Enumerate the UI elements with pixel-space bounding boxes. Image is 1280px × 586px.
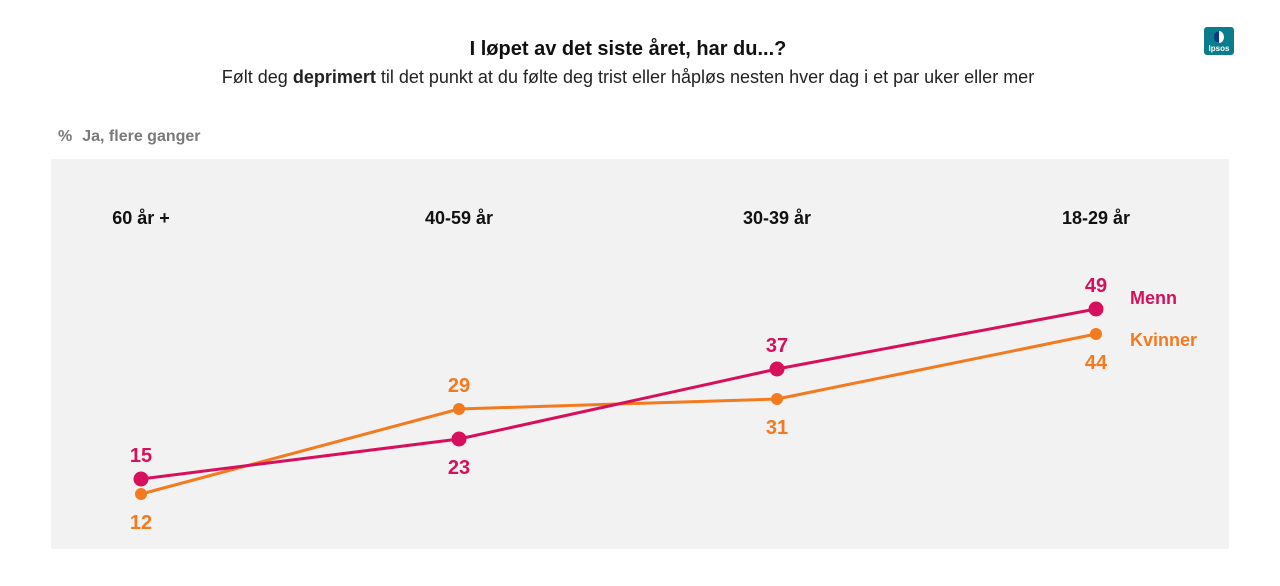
logo-mark-icon [1214, 31, 1224, 43]
measure-symbol: % [58, 128, 73, 145]
series-line-menn [140, 307, 1097, 481]
chart-title: I løpet av det siste året, har du...? [469, 38, 787, 60]
data-point-menn-3 [1088, 301, 1104, 317]
data-label-kvinner-1: 29 [448, 375, 470, 397]
chart-subtitle: Følt deg deprimert til det punkt at du f… [0, 67, 1256, 88]
data-point-kvinner-2 [771, 393, 783, 405]
data-point-menn-2 [769, 361, 785, 377]
subtitle-emphasis: deprimert [292, 67, 376, 87]
plot-area [51, 159, 1229, 549]
series-line-kvinner [140, 332, 1097, 496]
data-label-menn-0: 15 [130, 445, 152, 467]
subtitle-part-1: Følt deg [221, 67, 293, 87]
data-point-menn-0 [133, 471, 149, 487]
data-point-kvinner-3 [1090, 328, 1102, 340]
category-label-3: 18-29 år [1062, 208, 1130, 228]
measure-text: Ja, flere ganger [82, 128, 201, 145]
data-label-menn-2: 37 [766, 335, 788, 357]
data-label-kvinner-0: 12 [130, 512, 152, 534]
data-label-menn-1: 23 [448, 457, 470, 479]
data-label-kvinner-2: 31 [766, 417, 788, 439]
ipsos-logo: Ipsos [1204, 27, 1234, 55]
subtitle-part-2: til det punkt at du følte deg trist elle… [375, 67, 1035, 87]
category-label-2: 30-39 år [743, 208, 811, 228]
series-name-menn: Menn [1130, 288, 1177, 308]
data-point-menn-1 [451, 431, 467, 447]
logo-text: Ipsos [1208, 44, 1230, 53]
data-point-kvinner-1 [453, 403, 465, 415]
category-label-1: 40-59 år [425, 208, 493, 228]
data-label-menn-3: 49 [1085, 275, 1107, 297]
data-label-kvinner-3: 44 [1085, 352, 1108, 374]
series-name-kvinner: Kvinner [1130, 330, 1197, 350]
data-point-kvinner-0 [135, 488, 147, 500]
category-label-0: 60 år + [112, 208, 170, 228]
measure-label: % Ja, flere ganger [58, 128, 201, 146]
logo-mark-half-icon [1214, 31, 1219, 43]
